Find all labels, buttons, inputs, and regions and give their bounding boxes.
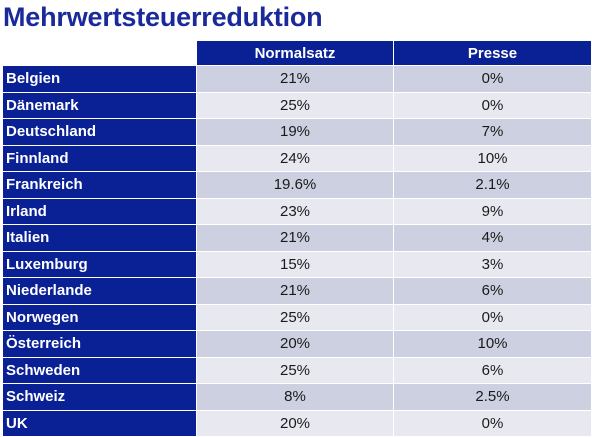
normalsatz-cell: 21% (196, 224, 394, 252)
presse-cell: 10% (393, 330, 592, 358)
country-cell: Deutschland (2, 118, 197, 146)
presse-cell: 6% (393, 356, 592, 384)
presse-cell: 0% (393, 303, 592, 331)
table-row: Schweden 25% 6% (2, 356, 592, 384)
normalsatz-cell: 24% (196, 144, 394, 172)
country-cell: Irland (2, 197, 197, 225)
table-row: Österreich 20% 10% (2, 330, 592, 358)
country-cell: UK (2, 409, 197, 437)
presse-cell: 0% (393, 409, 592, 437)
country-cell: Norwegen (2, 303, 197, 331)
table-header-row: Normalsatz Presse (2, 40, 592, 66)
table-row: Deutschland 19% 7% (2, 118, 592, 146)
normalsatz-cell: 25% (196, 303, 394, 331)
table-row: Italien 21% 4% (2, 224, 592, 252)
table-row: Irland 23% 9% (2, 197, 592, 225)
country-cell: Belgien (2, 65, 197, 93)
table-row: Frankreich 19.6% 2.1% (2, 171, 592, 199)
normalsatz-cell: 19% (196, 118, 394, 146)
country-cell: Italien (2, 224, 197, 252)
presse-cell: 4% (393, 224, 592, 252)
vat-table: Normalsatz Presse Belgien 21% 0% Dänemar… (2, 40, 592, 437)
country-cell: Finnland (2, 144, 197, 172)
column-header-normalsatz: Normalsatz (196, 40, 394, 66)
header-corner-cell (2, 40, 197, 66)
country-cell: Luxemburg (2, 250, 197, 278)
table-row: Belgien 21% 0% (2, 65, 592, 93)
column-header-presse: Presse (393, 40, 592, 66)
presse-cell: 10% (393, 144, 592, 172)
normalsatz-cell: 21% (196, 277, 394, 305)
page-title: Mehrwertsteuerreduktion (3, 2, 323, 32)
normalsatz-cell: 21% (196, 65, 394, 93)
country-cell: Dänemark (2, 91, 197, 119)
table-row: Norwegen 25% 0% (2, 303, 592, 331)
presse-cell: 0% (393, 91, 592, 119)
table-row: Dänemark 25% 0% (2, 91, 592, 119)
table-row: UK 20% 0% (2, 409, 592, 437)
table-row: Luxemburg 15% 3% (2, 250, 592, 278)
country-cell: Schweden (2, 356, 197, 384)
presse-cell: 6% (393, 277, 592, 305)
normalsatz-cell: 25% (196, 356, 394, 384)
presse-cell: 3% (393, 250, 592, 278)
country-cell: Frankreich (2, 171, 197, 199)
normalsatz-cell: 20% (196, 330, 394, 358)
table-row: Schweiz 8% 2.5% (2, 383, 592, 411)
presse-cell: 9% (393, 197, 592, 225)
normalsatz-cell: 25% (196, 91, 394, 119)
normalsatz-cell: 19.6% (196, 171, 394, 199)
country-cell: Schweiz (2, 383, 197, 411)
presse-cell: 7% (393, 118, 592, 146)
table-row: Finnland 24% 10% (2, 144, 592, 172)
normalsatz-cell: 15% (196, 250, 394, 278)
table-row: Niederlande 21% 6% (2, 277, 592, 305)
normalsatz-cell: 8% (196, 383, 394, 411)
country-cell: Österreich (2, 330, 197, 358)
country-cell: Niederlande (2, 277, 197, 305)
presse-cell: 2.1% (393, 171, 592, 199)
presse-cell: 0% (393, 65, 592, 93)
normalsatz-cell: 23% (196, 197, 394, 225)
presse-cell: 2.5% (393, 383, 592, 411)
normalsatz-cell: 20% (196, 409, 394, 437)
